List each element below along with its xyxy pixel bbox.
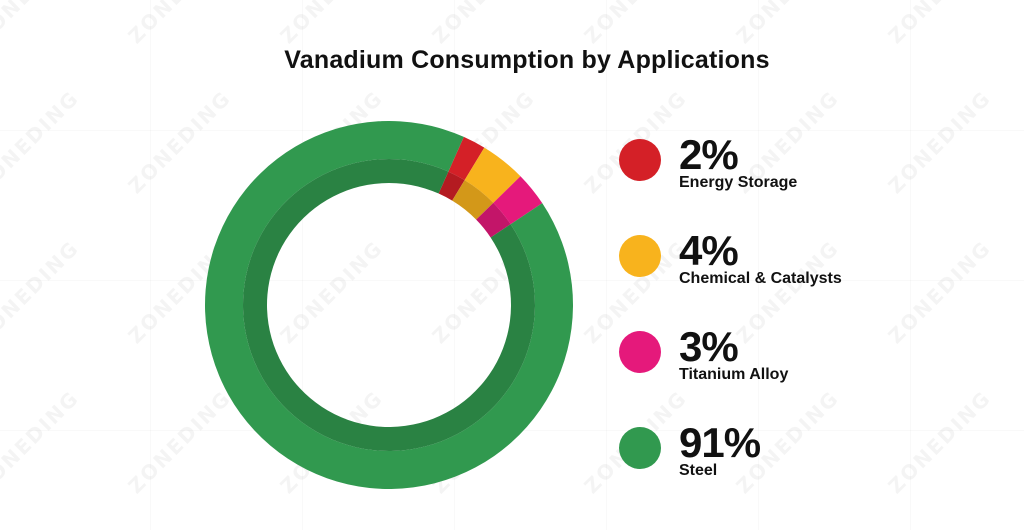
watermark-text: ZONEDING (883, 0, 996, 48)
legend-item-steel: 91% Steel (619, 422, 939, 506)
legend-percent: 91% (679, 419, 761, 466)
legend-item-titanium-alloy: 3% Titanium Alloy (619, 326, 939, 410)
watermark-text: ZONEDING (0, 236, 84, 349)
legend-percent: 2% (679, 131, 739, 178)
watermark-text: ZONEDING (579, 0, 692, 48)
donut-segment-energy-storage (438, 136, 485, 201)
watermark-text: ZONEDING (0, 386, 84, 499)
grid-line (150, 0, 151, 530)
legend-dot-steel (619, 427, 661, 469)
watermark-text: ZONEDING (0, 0, 84, 48)
watermark-text: ZONEDING (275, 0, 388, 48)
legend-label: Steel (679, 462, 718, 479)
watermark-text: ZONEDING (123, 0, 236, 48)
legend-dot-energy-storage (619, 139, 661, 181)
watermark-text: ZONEDING (427, 0, 540, 48)
watermark-text: ZONEDING (731, 0, 844, 48)
legend-label: Chemical & Catalysts (679, 270, 842, 287)
legend-dot-chemical-catalysts (619, 235, 661, 277)
chart-title: Vanadium Consumption by Applications (284, 46, 770, 74)
donut-segment-chemical-catalysts (452, 147, 521, 220)
grid-line (606, 0, 607, 530)
legend-label: Titanium Alloy (679, 366, 789, 383)
legend-dot-titanium-alloy (619, 331, 661, 373)
legend-item-chemical-catalysts: 4% Chemical & Catalysts (619, 230, 939, 314)
legend-item-energy-storage: 2% Energy Storage (619, 134, 939, 218)
legend-percent: 3% (679, 323, 739, 370)
watermark-text: ZONEDING (0, 86, 84, 199)
donut-chart (205, 121, 573, 489)
donut-segment-titanium-alloy (476, 176, 543, 238)
legend-label: Energy Storage (679, 174, 798, 191)
legend-percent: 4% (679, 227, 739, 274)
